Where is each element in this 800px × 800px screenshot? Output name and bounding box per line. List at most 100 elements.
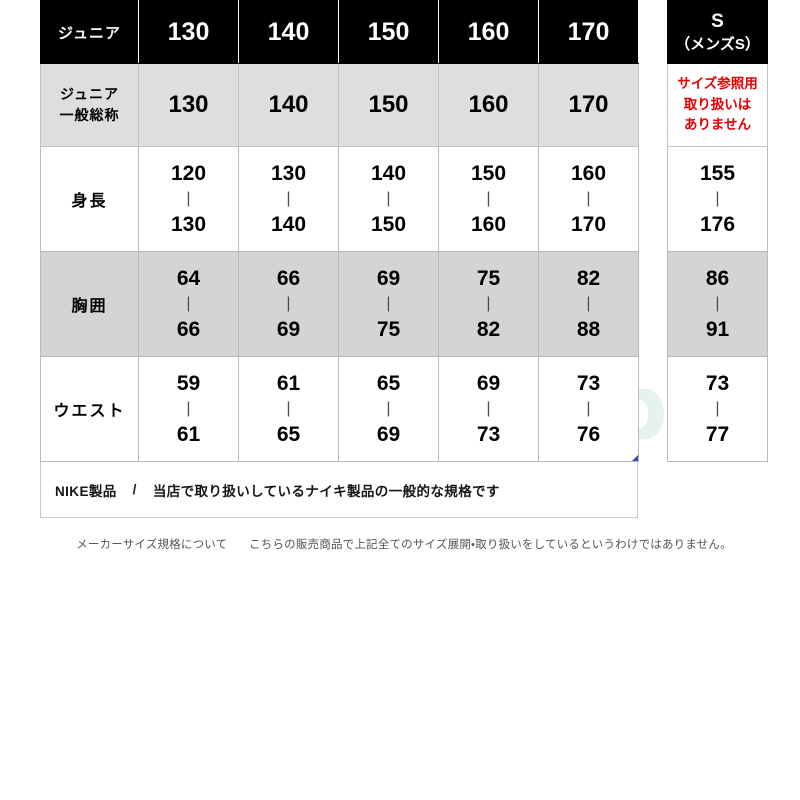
nike-note-text: 当店で取り扱いしているナイキ製品の一般的な規格です bbox=[152, 483, 500, 499]
mens-s-chest: 86 | 91 bbox=[667, 251, 768, 357]
mens-s-chest-min: 86 bbox=[705, 267, 730, 290]
mens-s-subtitle: （メンズS） bbox=[675, 35, 760, 53]
mens-s-note-line2: 取り扱いは bbox=[683, 96, 752, 112]
header-size-160: 160 bbox=[438, 0, 539, 64]
subheader-size-160: 160 bbox=[438, 63, 539, 147]
waist-170-max: 76 bbox=[576, 423, 601, 446]
fineprint-note: メーカーサイズ規格について こちらの販売商品で上記全てのサイズ展開・取り扱いをし… bbox=[40, 536, 768, 552]
waist-130-min: 59 bbox=[176, 372, 201, 395]
waist-140-sep: | bbox=[286, 400, 291, 417]
chest-130: 64 | 66 bbox=[138, 251, 239, 357]
waist-150-max: 69 bbox=[376, 423, 401, 446]
image-artifact-mark bbox=[632, 455, 638, 461]
waist-150: 65 | 69 bbox=[338, 356, 439, 462]
row-label-chest: 胸囲 bbox=[40, 251, 139, 357]
mens-s-waist-max: 77 bbox=[705, 423, 730, 446]
chest-170-min: 82 bbox=[576, 267, 601, 290]
height-130-max: 130 bbox=[170, 213, 207, 236]
subheader-size-140: 140 bbox=[238, 63, 339, 147]
mens-s-height-row: 155 | 176 bbox=[667, 146, 768, 252]
mens-s-table: S （メンズS） サイズ参照用 取り扱いは ありません 155 bbox=[667, 0, 768, 462]
header-size-150: 150 bbox=[338, 0, 439, 64]
height-150-min: 140 bbox=[370, 162, 407, 185]
mens-s-chest-max: 91 bbox=[705, 318, 730, 341]
waist-130: 59 | 61 bbox=[138, 356, 239, 462]
chest-140-max: 69 bbox=[276, 318, 301, 341]
waist-150-min: 65 bbox=[376, 372, 401, 395]
chest-140-sep: | bbox=[286, 295, 291, 312]
waist-160-sep: | bbox=[486, 400, 491, 417]
waist-160: 69 | 73 bbox=[438, 356, 539, 462]
chest-150-max: 75 bbox=[376, 318, 401, 341]
mens-s-height: 155 | 176 bbox=[667, 146, 768, 252]
height-160-sep: | bbox=[486, 190, 491, 207]
row-label-height: 身長 bbox=[40, 146, 139, 252]
nike-note-brand: NIKE製品 bbox=[55, 483, 117, 499]
waist-170: 73 | 76 bbox=[538, 356, 639, 462]
mens-s-waist: 73 | 77 bbox=[667, 356, 768, 462]
height-140-min: 130 bbox=[270, 162, 307, 185]
height-160: 150 | 160 bbox=[438, 146, 539, 252]
height-140-sep: | bbox=[286, 190, 291, 207]
mens-s-height-min: 155 bbox=[699, 162, 736, 185]
waist-160-min: 69 bbox=[476, 372, 501, 395]
chest-160-sep: | bbox=[486, 295, 491, 312]
subheader-label: ジュニア 一般総称 bbox=[40, 63, 139, 147]
waist-170-sep: | bbox=[586, 400, 591, 417]
chest-150: 69 | 75 bbox=[338, 251, 439, 357]
header-junior-label: ジュニア bbox=[40, 0, 139, 64]
chest-170-sep: | bbox=[586, 295, 591, 312]
height-160-min: 150 bbox=[470, 162, 507, 185]
table-subheader-row: ジュニア 一般総称 130 140 150 160 170 bbox=[40, 63, 639, 147]
subheader-label-line2: 一般総称 bbox=[59, 107, 120, 123]
mens-s-chest-row: 86 | 91 bbox=[667, 251, 768, 357]
chest-130-sep: | bbox=[186, 295, 191, 312]
height-170-max: 170 bbox=[570, 213, 607, 236]
size-chart-tables: ジュニア 130 140 150 160 170 ジュニア 一般総称 130 1… bbox=[40, 0, 768, 462]
mens-s-note-cell: サイズ参照用 取り扱いは ありません bbox=[667, 63, 768, 147]
nike-note-slash: / bbox=[132, 482, 137, 497]
table-row-chest: 胸囲 64 | 66 66 | 69 bbox=[40, 251, 639, 357]
mens-s-waist-row: 73 | 77 bbox=[667, 356, 768, 462]
waist-170-min: 73 bbox=[576, 372, 601, 395]
height-170: 160 | 170 bbox=[538, 146, 639, 252]
table-row-waist: ウエスト 59 | 61 61 | 65 bbox=[40, 356, 639, 462]
waist-140-min: 61 bbox=[276, 372, 301, 395]
height-130-min: 120 bbox=[170, 162, 207, 185]
height-150: 140 | 150 bbox=[338, 146, 439, 252]
waist-130-sep: | bbox=[186, 400, 191, 417]
table-header-row: ジュニア 130 140 150 160 170 bbox=[40, 0, 639, 64]
chest-160-min: 75 bbox=[476, 267, 501, 290]
row-label-waist: ウエスト bbox=[40, 356, 139, 462]
junior-size-table: ジュニア 130 140 150 160 170 ジュニア 一般総称 130 1… bbox=[40, 0, 639, 462]
fineprint-body: こちらの販売商品で上記全てのサイズ展開・取り扱いをしているというわけではありませ… bbox=[249, 537, 732, 551]
header-size-170: 170 bbox=[538, 0, 639, 64]
mens-s-waist-sep: | bbox=[715, 400, 720, 417]
chest-160: 75 | 82 bbox=[438, 251, 539, 357]
height-170-sep: | bbox=[586, 190, 591, 207]
subheader-size-170: 170 bbox=[538, 63, 639, 147]
mens-s-header-row: S （メンズS） bbox=[667, 0, 768, 64]
mens-s-note-line3: ありません bbox=[683, 117, 752, 133]
chest-130-min: 64 bbox=[176, 267, 201, 290]
height-160-max: 160 bbox=[470, 213, 507, 236]
chest-170: 82 | 88 bbox=[538, 251, 639, 357]
mens-s-header-cell: S （メンズS） bbox=[667, 0, 768, 64]
header-size-130: 130 bbox=[138, 0, 239, 64]
chest-170-max: 88 bbox=[576, 318, 601, 341]
waist-140-max: 65 bbox=[276, 423, 301, 446]
subheader-label-line1: ジュニア bbox=[59, 86, 120, 102]
mens-s-height-max: 176 bbox=[699, 213, 736, 236]
height-150-sep: | bbox=[386, 190, 391, 207]
nike-note-row: NIKE製品 / 当店で取り扱いしているナイキ製品の一般的な規格です bbox=[40, 462, 638, 518]
chest-160-max: 82 bbox=[476, 318, 501, 341]
chest-130-max: 66 bbox=[176, 318, 201, 341]
chest-140: 66 | 69 bbox=[238, 251, 339, 357]
height-140-max: 140 bbox=[270, 213, 307, 236]
mens-s-height-sep: | bbox=[715, 190, 720, 207]
height-170-min: 160 bbox=[570, 162, 607, 185]
table-gap-spacer bbox=[639, 0, 667, 462]
height-130-sep: | bbox=[186, 190, 191, 207]
waist-150-sep: | bbox=[386, 400, 391, 417]
mens-s-note-line1: サイズ参照用 bbox=[677, 75, 758, 91]
